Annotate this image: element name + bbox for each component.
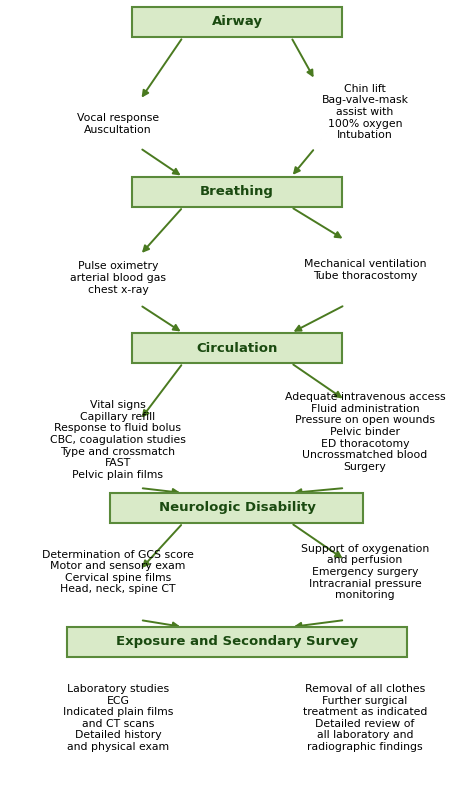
Text: Support of oxygenation
and perfusion
Emergency surgery
Intracranial pressure
mon: Support of oxygenation and perfusion Eme… — [301, 544, 429, 600]
Text: Removal of all clothes
Further surgical
treatment as indicated
Detailed review o: Removal of all clothes Further surgical … — [303, 684, 427, 752]
Text: Exposure and Secondary Survey: Exposure and Secondary Survey — [116, 635, 358, 649]
Text: Neurologic Disability: Neurologic Disability — [159, 502, 315, 514]
Text: Breathing: Breathing — [200, 186, 274, 198]
Text: Vital signs
Capillary refill
Response to fluid bolus
CBC, coagulation studies
Ty: Vital signs Capillary refill Response to… — [50, 400, 186, 480]
Text: Adequate intravenous access
Fluid administration
Pressure on open wounds
Pelvic : Adequate intravenous access Fluid admini… — [285, 392, 445, 472]
FancyBboxPatch shape — [132, 333, 342, 363]
Text: Laboratory studies
ECG
Indicated plain films
and CT scans
Detailed history
and p: Laboratory studies ECG Indicated plain f… — [63, 684, 173, 752]
Text: Vocal response
Auscultation: Vocal response Auscultation — [77, 114, 159, 134]
FancyBboxPatch shape — [110, 493, 364, 523]
Text: Airway: Airway — [211, 15, 263, 29]
Text: Pulse oximetry
arterial blood gas
chest x-ray: Pulse oximetry arterial blood gas chest … — [70, 262, 166, 294]
FancyBboxPatch shape — [67, 627, 407, 657]
FancyBboxPatch shape — [132, 177, 342, 207]
FancyBboxPatch shape — [132, 7, 342, 37]
Text: Determination of GCS score
Motor and sensory exam
Cervical spine films
Head, nec: Determination of GCS score Motor and sen… — [42, 550, 194, 594]
Text: Chin lift
Bag-valve-mask
assist with
100% oxygen
Intubation: Chin lift Bag-valve-mask assist with 100… — [321, 84, 409, 140]
Text: Circulation: Circulation — [196, 342, 278, 354]
Text: Mechanical ventilation
Tube thoracostomy: Mechanical ventilation Tube thoracostomy — [304, 259, 426, 281]
